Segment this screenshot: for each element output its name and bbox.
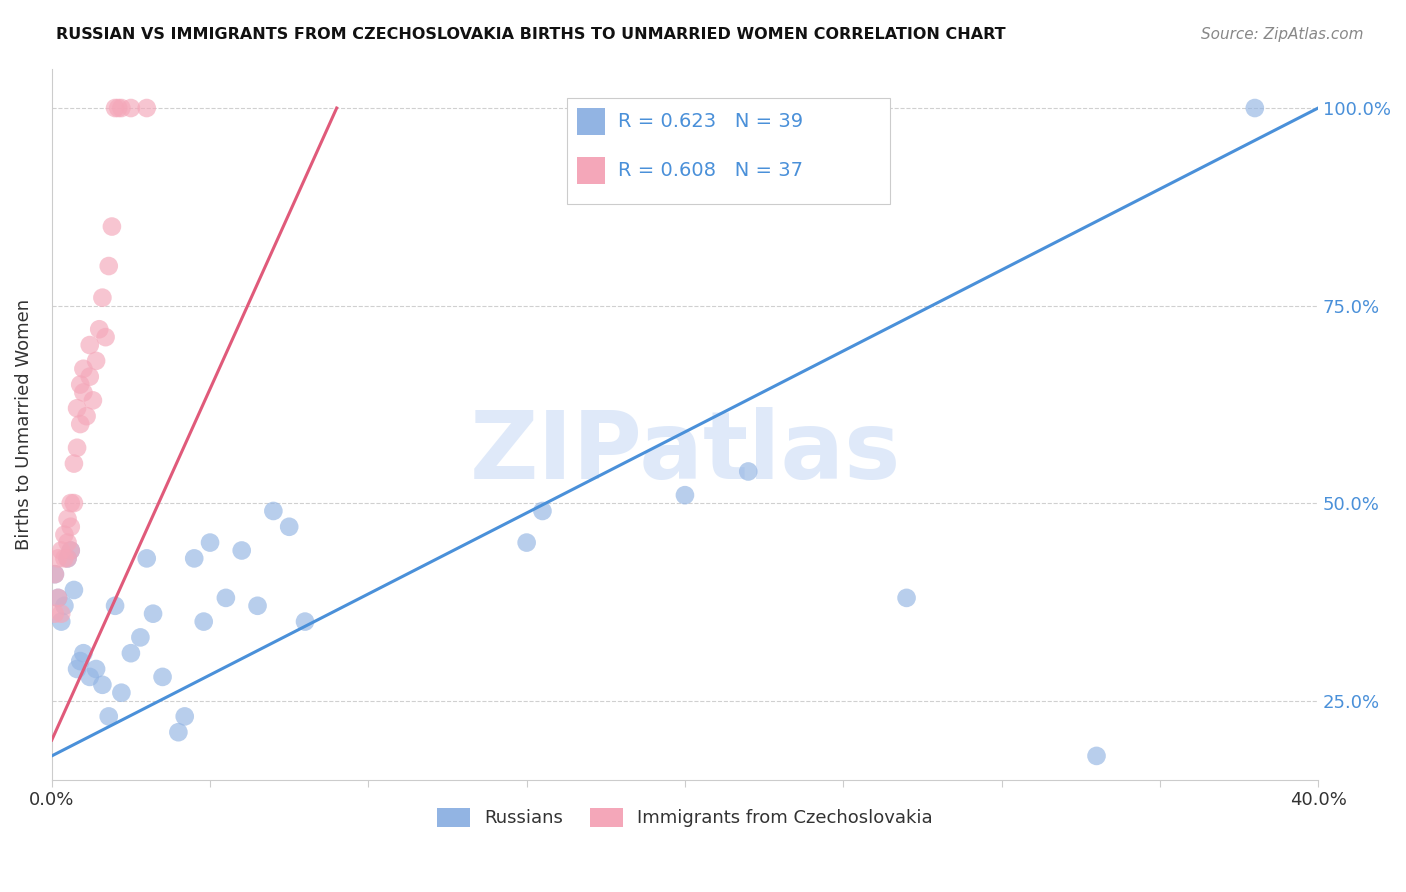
Point [89,322,111,336]
Point [152,670,174,684]
Point [44,567,66,582]
Point [198,535,221,549]
Point [51,615,73,629]
Point [896,591,918,605]
Point [107,101,129,115]
Point [84,662,107,676]
Point [59,543,82,558]
FancyBboxPatch shape [567,98,890,203]
Text: R = 0.623   N = 39: R = 0.623 N = 39 [617,112,803,130]
Point [215,591,238,605]
Point [193,615,215,629]
Point [69,377,91,392]
Point [59,520,82,534]
Point [56,551,79,566]
Point [56,551,79,566]
Point [231,543,253,558]
Point [135,101,157,115]
Point [135,551,157,566]
Point [737,465,759,479]
Point [72,361,94,376]
Point [97,709,120,723]
Point [120,101,142,115]
Y-axis label: Births to Unmarried Women: Births to Unmarried Women [15,299,32,549]
Text: Source: ZipAtlas.com: Source: ZipAtlas.com [1201,27,1364,42]
Legend: Russians, Immigrants from Czechoslovakia: Russians, Immigrants from Czechoslovakia [430,801,939,835]
Point [63,457,86,471]
Point [142,607,165,621]
Point [72,646,94,660]
Point [66,441,89,455]
Point [97,259,120,273]
Point [84,354,107,368]
Point [82,393,104,408]
Point [59,543,82,558]
Point [673,488,696,502]
Point [51,607,73,621]
Point [44,567,66,582]
Point [66,401,89,416]
Text: R = 0.608   N = 37: R = 0.608 N = 37 [617,161,803,180]
Point [53,527,76,541]
Point [94,330,117,344]
Point [72,385,94,400]
Point [46,591,69,605]
Point [46,591,69,605]
Point [79,670,101,684]
Point [53,551,76,566]
Point [91,678,114,692]
Point [79,338,101,352]
Point [59,496,82,510]
Point [79,369,101,384]
Point [76,409,98,424]
Point [1085,748,1108,763]
FancyBboxPatch shape [578,157,605,185]
Point [531,504,554,518]
Point [278,520,301,534]
FancyBboxPatch shape [578,108,605,135]
Point [167,725,190,739]
Point [173,709,195,723]
Point [183,551,205,566]
Point [44,607,66,621]
Point [69,654,91,668]
Point [120,646,142,660]
Point [110,686,132,700]
Point [1243,101,1265,115]
Point [63,496,86,510]
Point [516,535,538,549]
Point [129,631,152,645]
Point [294,615,316,629]
Point [101,219,124,234]
Point [56,512,79,526]
Point [51,543,73,558]
Point [91,291,114,305]
Point [104,101,127,115]
Text: ZIPatlas: ZIPatlas [470,407,901,499]
Point [110,101,132,115]
Point [63,582,86,597]
Point [53,599,76,613]
Point [262,504,284,518]
Point [246,599,269,613]
Text: RUSSIAN VS IMMIGRANTS FROM CZECHOSLOVAKIA BIRTHS TO UNMARRIED WOMEN CORRELATION : RUSSIAN VS IMMIGRANTS FROM CZECHOSLOVAKI… [56,27,1005,42]
Point [56,535,79,549]
Point [104,599,127,613]
Point [46,551,69,566]
Point [69,417,91,431]
Point [66,662,89,676]
